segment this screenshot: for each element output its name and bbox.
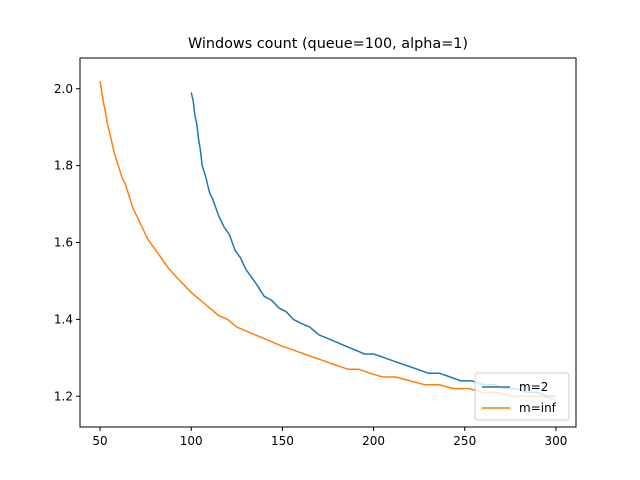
- x-tick-label: 250: [453, 434, 476, 448]
- series-layer: [99, 80, 557, 401]
- legend-label: m=inf: [519, 401, 557, 415]
- y-tick-label: 1.8: [54, 159, 73, 173]
- series-line-1: [190, 92, 556, 398]
- series-line-2: [99, 80, 557, 401]
- chart-title: Windows count (queue=100, alpha=1): [188, 36, 468, 52]
- x-tick-label: 150: [271, 434, 294, 448]
- legend-label: m=2: [519, 380, 548, 394]
- x-tick-label: 50: [92, 434, 107, 448]
- y-tick-label: 1.2: [54, 389, 73, 403]
- y-tick-label: 1.6: [54, 236, 73, 250]
- x-tick-label: 300: [544, 434, 567, 448]
- x-axis: 50 100 150 200 250 300: [92, 427, 567, 448]
- y-axis: 1.2 1.4 1.6 1.8 2.0: [54, 82, 80, 403]
- y-tick-label: 1.4: [54, 312, 73, 326]
- x-tick-label: 100: [180, 434, 203, 448]
- plot-frame: [79, 57, 577, 428]
- y-tick-label: 2.0: [54, 82, 73, 96]
- x-tick-label: 200: [362, 434, 385, 448]
- legend: m=2 m=inf: [474, 372, 570, 421]
